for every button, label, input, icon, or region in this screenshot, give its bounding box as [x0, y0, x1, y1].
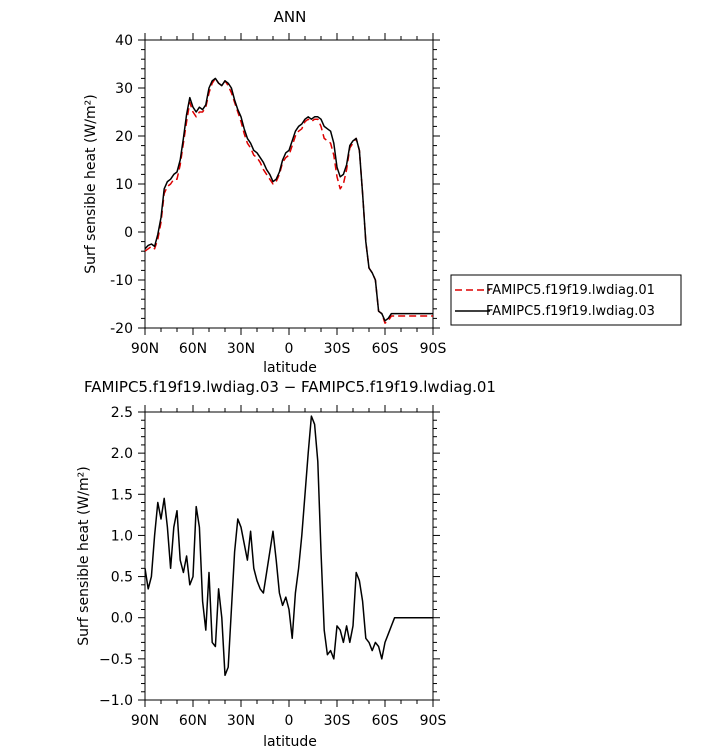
bottom-y-tick-label: 2.0	[111, 446, 133, 462]
bottom-plot-frame	[144, 411, 434, 701]
bottom-series-lines	[144, 415, 433, 677]
bottom-y-ticks: 2.5 2.0 1.5 1.0 0.5 0.0 −0.5 −1.0	[99, 405, 440, 709]
bottom-series-line-0	[144, 415, 433, 677]
bottom-chart-title: FAMIPC5.f19f19.lwdiag.03 − FAMIPC5.f19f1…	[84, 378, 496, 396]
bottom-y-axis-label: Surf sensible heat (W/m²)	[76, 466, 92, 645]
bottom-x-tick-label: 90S	[420, 713, 447, 729]
top-chart-title: ANN	[274, 8, 307, 26]
top-x-tick-label: 30S	[324, 341, 351, 357]
bottom-y-tick-label: 1.5	[111, 487, 133, 503]
legend-box	[450, 274, 682, 326]
bottom-y-tick-label: 0.5	[111, 570, 133, 586]
bottom-y-tick-label: −1.0	[99, 693, 133, 709]
bottom-x-ticks: 90N 60N 30N 0 30S 60S 90S	[131, 405, 447, 729]
bottom-y-tick-label: 1.0	[111, 528, 133, 544]
bottom-x-axis-label: latitude	[263, 734, 317, 750]
top-x-ticks: 90N 60N 30N 0 30S 60S 90S	[131, 33, 447, 357]
top-y-tick-label: 0	[124, 225, 133, 241]
top-x-tick-label: 60N	[179, 341, 207, 357]
top-x-axis-label: latitude	[263, 360, 317, 376]
top-y-tick-label: 20	[115, 129, 133, 145]
legend: FAMIPC5.f19f19.lwdiag.01 FAMIPC5.f19f19.…	[450, 274, 682, 326]
top-x-tick-label: 90N	[131, 341, 159, 357]
top-y-tick-label: 10	[115, 177, 133, 193]
top-y-tick-label: -20	[110, 321, 133, 337]
bottom-x-tick-label: 60N	[179, 713, 207, 729]
top-series-line-0	[144, 77, 433, 324]
bottom-x-tick-label: 90N	[131, 713, 159, 729]
top-plot-frame	[144, 39, 434, 329]
bottom-y-tick-label: 0.0	[111, 611, 133, 627]
top-y-ticks: 40 30 20 10 0 -10 -20	[110, 33, 440, 337]
top-x-tick-label: 60S	[372, 341, 399, 357]
top-y-tick-label: -10	[110, 273, 133, 289]
bottom-x-tick-label: 30N	[227, 713, 255, 729]
bottom-x-tick-label: 30S	[324, 713, 351, 729]
top-series-lines	[144, 77, 433, 324]
top-x-tick-label: 30N	[227, 341, 255, 357]
legend-label-series-01: FAMIPC5.f19f19.lwdiag.01	[486, 283, 655, 298]
bottom-x-tick-label: 60S	[372, 713, 399, 729]
top-y-axis-label: Surf sensible heat (W/m²)	[83, 94, 99, 273]
bottom-x-tick-label: 0	[285, 713, 294, 729]
legend-label-series-03: FAMIPC5.f19f19.lwdiag.03	[486, 304, 655, 319]
top-y-tick-label: 40	[115, 33, 133, 49]
top-y-tick-label: 30	[115, 81, 133, 97]
top-x-tick-label: 90S	[420, 341, 447, 357]
bottom-panel: FAMIPC5.f19f19.lwdiag.03 − FAMIPC5.f19f1…	[76, 378, 496, 750]
bottom-y-tick-label: 2.5	[111, 405, 133, 421]
top-x-tick-label: 0	[285, 341, 294, 357]
top-series-line-1	[144, 77, 433, 322]
bottom-y-tick-label: −0.5	[99, 652, 133, 668]
